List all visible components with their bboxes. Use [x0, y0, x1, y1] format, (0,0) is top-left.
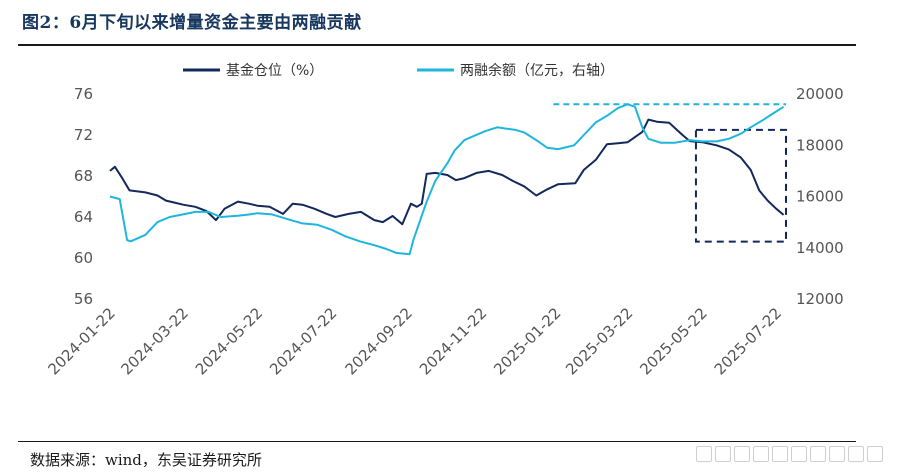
source-note: 数据来源：wind，东吴证券研究所	[30, 451, 262, 469]
chart-title: 图2：6月下旬以来增量资金主要由两融贡献	[22, 13, 362, 33]
x-tick-label: 2024-11-22	[416, 304, 490, 378]
right-tick-label: 14000	[796, 239, 844, 257]
right-axis-ticks: 12000 14000 16000 18000 20000	[796, 85, 844, 308]
highlight-dashed-box	[694, 128, 788, 243]
right-tick-label: 18000	[796, 136, 844, 154]
right-tick-label: 20000	[796, 85, 844, 103]
line-chart: 基金仓位（%） 两融余额（亿元，右轴） 56 60 64 68 72 76 12000 14…	[44, 62, 844, 378]
x-tick-label: 2025-05-22	[636, 304, 710, 378]
left-axis-ticks: 56 60 64 68 72 76	[74, 85, 93, 308]
right-tick-label: 16000	[796, 188, 844, 206]
title-divider	[18, 44, 856, 46]
series-line-fund-position	[109, 118, 785, 226]
legend-label-margin-balance: 两融余额（亿元，右轴）	[460, 62, 614, 79]
x-tick-label: 2025-07-22	[711, 304, 785, 378]
left-tick-label: 64	[74, 208, 93, 226]
x-tick-label: 2024-03-22	[118, 304, 192, 378]
left-tick-label: 76	[74, 85, 93, 103]
x-tick-label: 2024-07-22	[266, 304, 340, 378]
chart-legend: 基金仓位（%） 两融余额（亿元，右轴）	[183, 62, 614, 79]
left-tick-label: 68	[74, 167, 93, 185]
legend-label-fund-position: 基金仓位（%）	[226, 62, 323, 79]
left-tick-label: 60	[74, 249, 93, 267]
watermark-decoration	[696, 446, 883, 462]
series-line-margin-balance	[109, 103, 785, 256]
left-tick-label: 56	[74, 290, 93, 308]
x-tick-label: 2024-01-22	[44, 304, 118, 378]
chart-annotations	[553, 103, 788, 243]
x-tick-label: 2025-01-22	[490, 304, 564, 378]
x-tick-label: 2025-03-22	[562, 304, 636, 378]
source-divider	[18, 441, 856, 442]
x-tick-label: 2024-05-22	[192, 304, 266, 378]
right-tick-label: 12000	[796, 290, 844, 308]
left-tick-label: 72	[74, 126, 93, 144]
x-tick-label: 2024-09-22	[342, 304, 416, 378]
chart-series	[109, 103, 785, 256]
